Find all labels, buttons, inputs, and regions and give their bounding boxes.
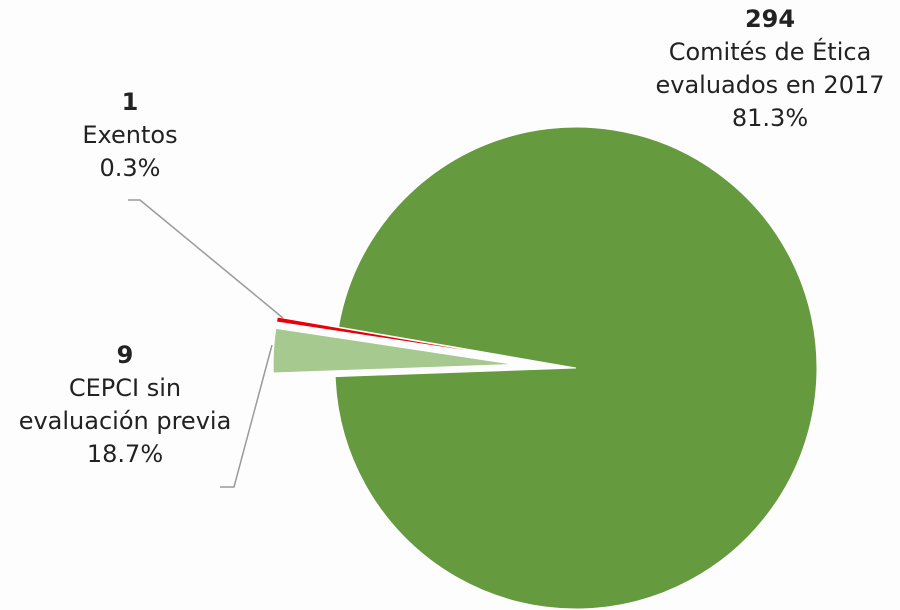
- category-label: Exentos: [82, 121, 177, 149]
- value-label: 1: [122, 88, 139, 116]
- chart: 294 Comités de Ética evaluados en 2017 81.3…: [0, 0, 900, 610]
- percent-label: 0.3%: [100, 154, 161, 182]
- percent-label: 81.3%: [732, 104, 808, 132]
- category-label: CEPCI sin: [69, 374, 181, 402]
- percent-label: 18.7%: [87, 440, 163, 468]
- value-label: 9: [117, 341, 134, 369]
- category-label: evaluación previa: [19, 407, 232, 435]
- category-label: evaluados en 2017: [656, 71, 885, 99]
- category-label: Comités de Ética: [669, 37, 872, 66]
- value-label: 294: [745, 5, 795, 33]
